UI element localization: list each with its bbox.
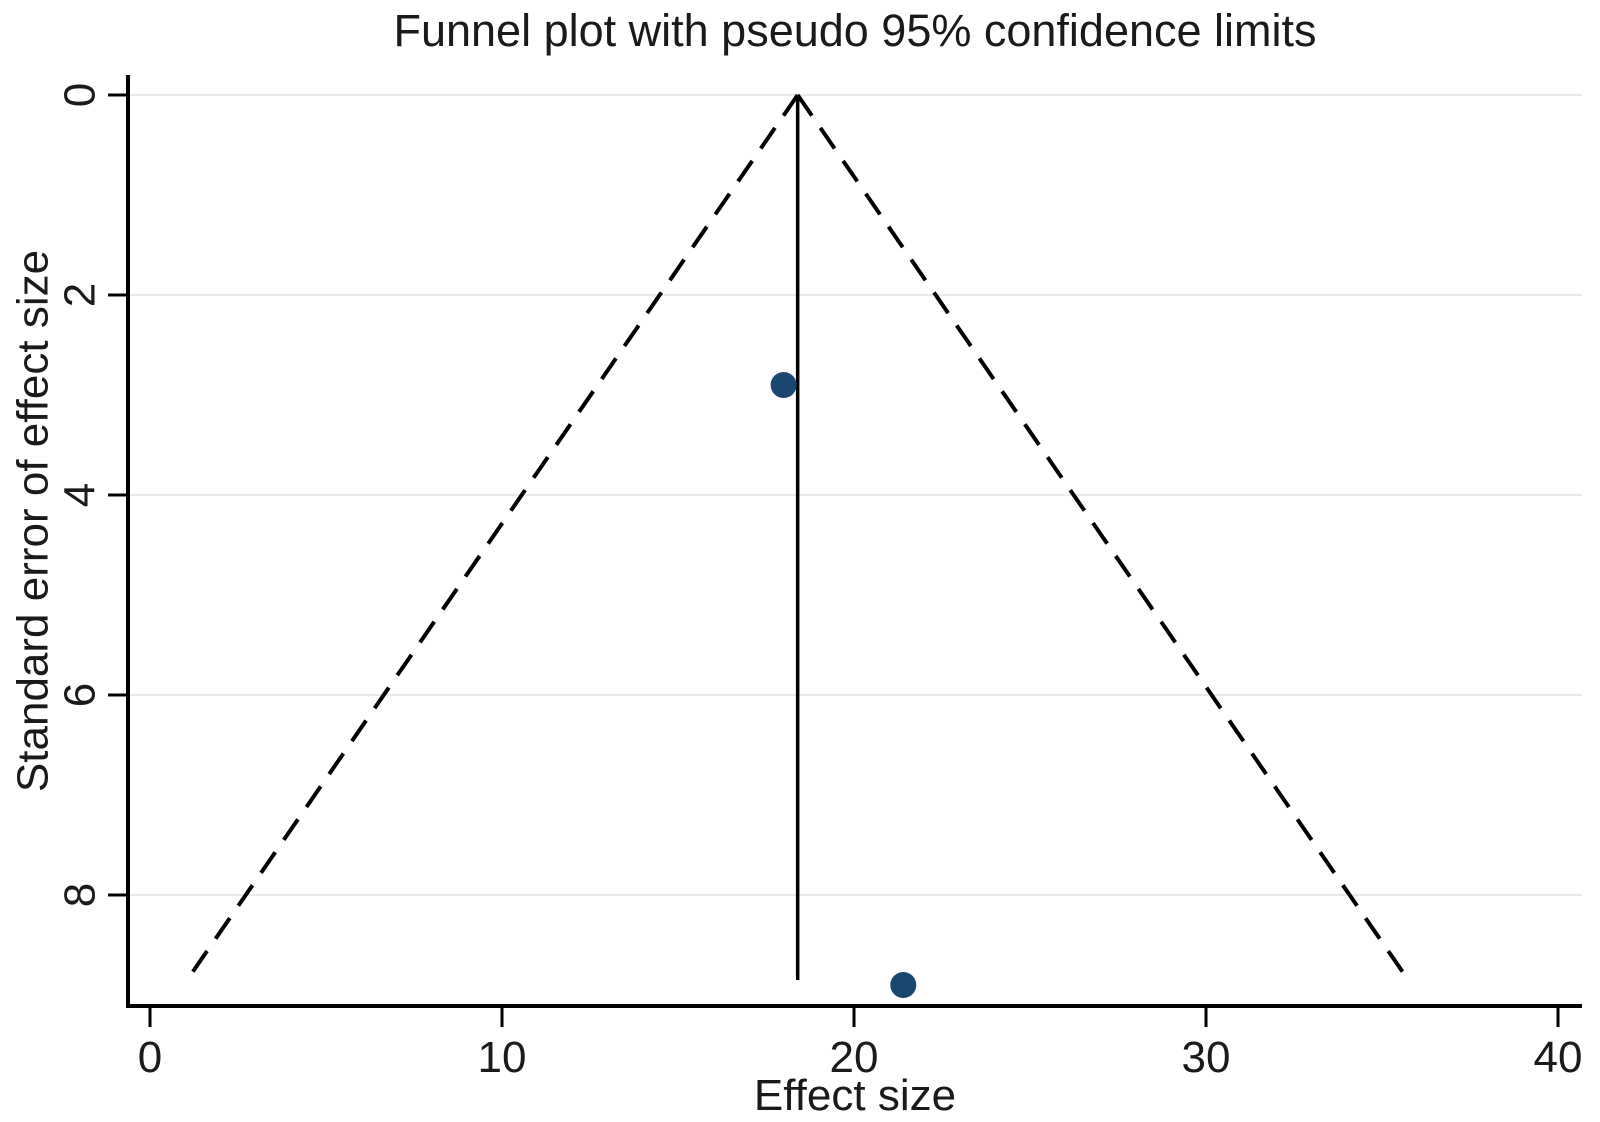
y-tick-label: 2	[56, 283, 105, 307]
y-tick-label: 8	[56, 883, 105, 907]
chart-title: Funnel plot with pseudo 95% confidence l…	[393, 5, 1316, 56]
y-tick-label: 6	[56, 683, 105, 707]
y-axis-title: Standard error of effect size	[9, 250, 58, 792]
study-point	[890, 972, 917, 998]
x-axis-title: Effect size	[754, 1071, 956, 1120]
x-tick-label: 20	[830, 1033, 879, 1082]
y-tick-label: 0	[56, 83, 105, 107]
chart-layer: 0 10 20 30 40 0 2 4 6 8	[56, 75, 1583, 1082]
funnel-lower-confidence-limit-line	[185, 93, 800, 982]
x-tick-label: 10	[478, 1033, 527, 1082]
study-point	[770, 372, 797, 398]
x-tick-label: 30	[1182, 1033, 1231, 1082]
x-tick-label: 40	[1534, 1033, 1583, 1082]
x-tick-label: 0	[138, 1033, 162, 1082]
y-tick-label: 4	[56, 483, 105, 507]
funnel-upper-confidence-limit-line	[796, 93, 1410, 982]
